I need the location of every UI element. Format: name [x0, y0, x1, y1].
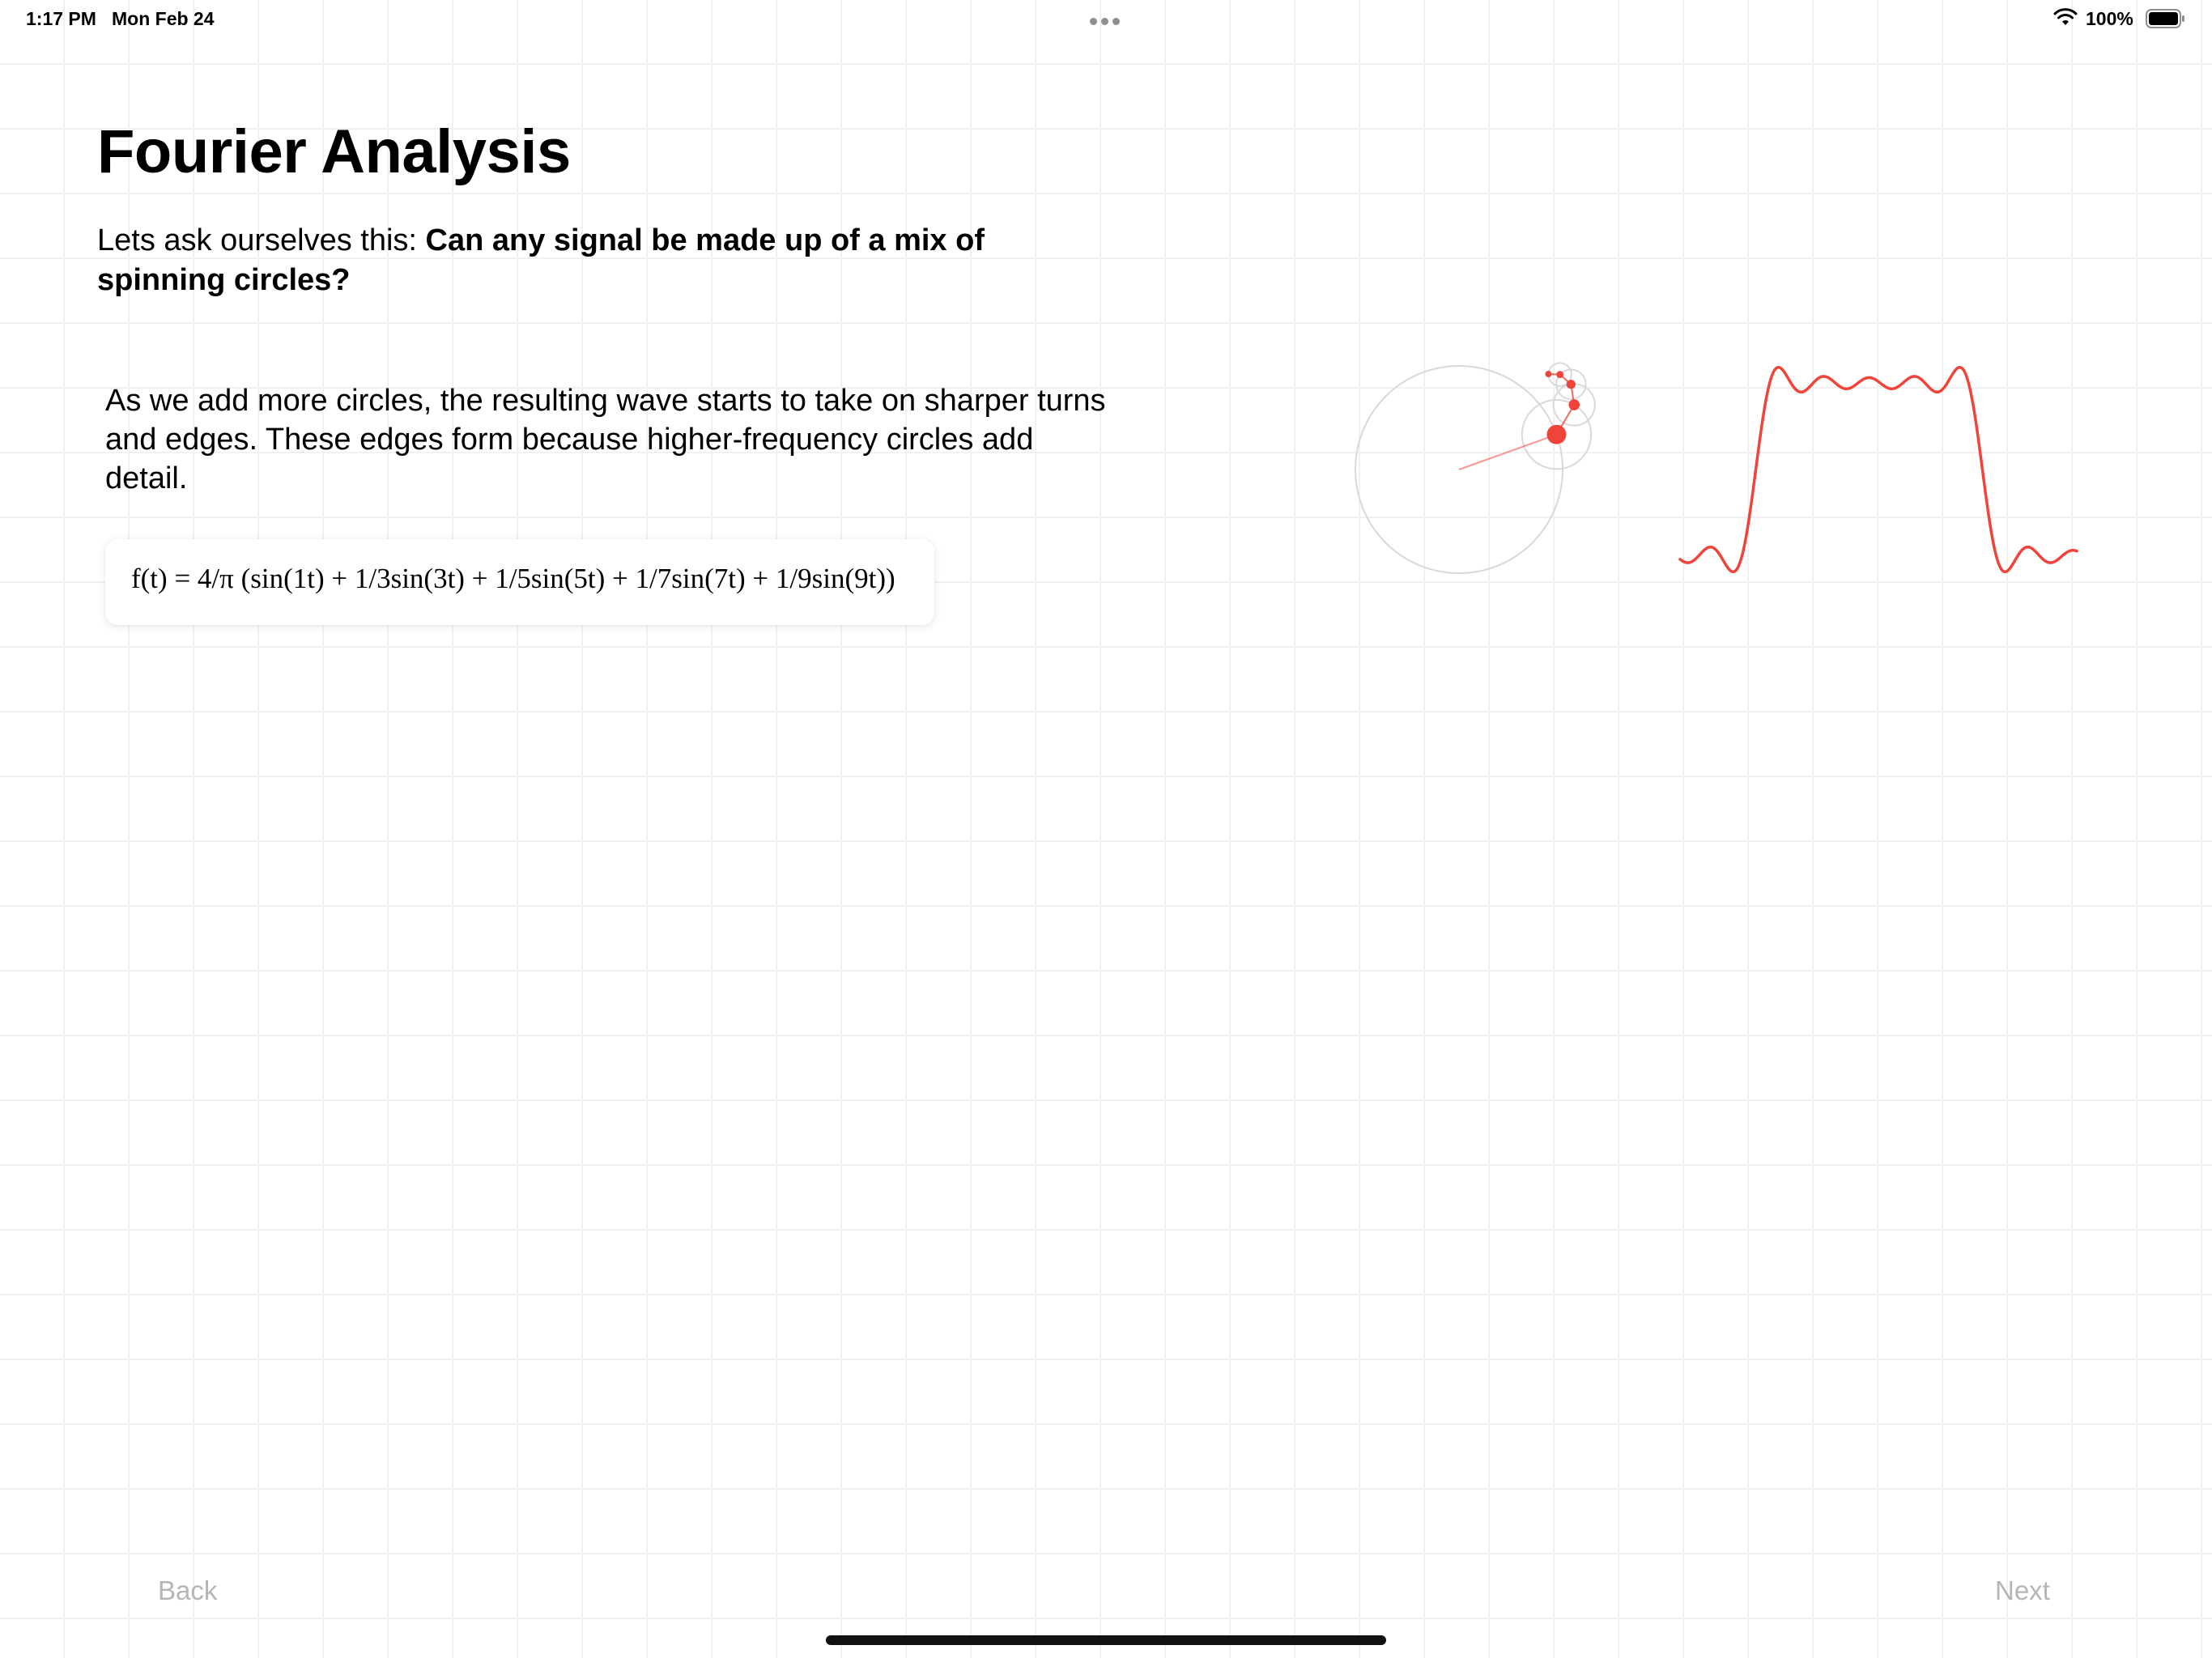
epicycle-dot-7 — [1556, 371, 1564, 378]
formula-card: f(t) = 4/π (sin(1t) + 1/3sin(3t) + 1/5si… — [105, 539, 934, 625]
page-title: Fourier Analysis — [97, 117, 571, 186]
epicycle-circle-3 — [1521, 399, 1593, 470]
square-wave-approximation — [1678, 365, 2078, 574]
lead-question: Lets ask ourselves this: Can any signal … — [97, 221, 1061, 300]
lead-prefix: Lets ask ourselves this: — [97, 223, 426, 257]
status-time: 1:17 PM — [26, 8, 96, 29]
epicycle-dots — [1545, 371, 1580, 444]
epicycle-dot-9 — [1545, 371, 1552, 378]
next-button[interactable]: Next — [1995, 1575, 2050, 1605]
epicycle-radius-1 — [1458, 433, 1557, 470]
battery-icon — [2146, 9, 2184, 28]
multitasking-dots-icon[interactable] — [1090, 15, 1125, 25]
formula-text: f(t) = 4/π (sin(1t) + 1/3sin(3t) + 1/5si… — [131, 563, 895, 594]
epicycle-dot-1 — [1546, 424, 1567, 444]
back-button[interactable]: Back — [158, 1575, 218, 1605]
battery-percent: 100% — [2086, 8, 2133, 29]
wifi-icon — [2053, 8, 2078, 25]
status-date: Mon Feb 24 — [112, 8, 215, 29]
lead-question-bold: Can any signal be made up of a mix of sp… — [97, 223, 985, 297]
epicycle-dot-3 — [1568, 399, 1580, 410]
fourier-epicycle-visualization — [1355, 362, 2078, 574]
epicycle-dot-5 — [1566, 380, 1576, 389]
status-bar: 1:17 PM Mon Feb 24 100% — [0, 0, 2212, 39]
body-paragraph: As we add more circles, the resulting wa… — [105, 384, 1106, 495]
epicycle-circles — [1355, 362, 1596, 574]
epicycle-circle-1 — [1355, 365, 1563, 574]
home-indicator[interactable] — [826, 1635, 1386, 1645]
